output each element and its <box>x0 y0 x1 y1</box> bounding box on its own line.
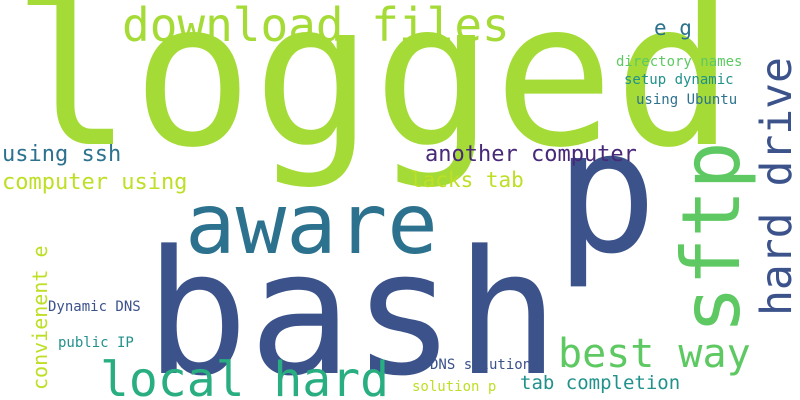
word-aware: aware <box>185 175 438 273</box>
word-computer-using: computer using <box>2 170 188 195</box>
word-using-ssh: using ssh <box>2 142 122 167</box>
word-p: p <box>555 94 658 292</box>
word-bash: bash <box>145 213 560 400</box>
word-sftp: sftp <box>665 141 758 334</box>
word-local-hard: local hard <box>100 352 389 400</box>
word-e-g: e g <box>654 16 692 40</box>
word-another-computer: another computer <box>425 142 637 167</box>
word-tab-completion: tab completion <box>520 372 681 394</box>
word-best-way: best way <box>558 331 751 377</box>
word-lacks-tab: lacks tab <box>410 168 524 192</box>
word-setup-dynamic: setup dynamic <box>624 72 734 88</box>
word-convienent-e: convienent e <box>28 245 52 391</box>
word-solution-p: solution p <box>412 379 497 395</box>
word-using-ubuntu: using Ubuntu <box>636 92 738 108</box>
word-download-files: download files <box>122 0 510 52</box>
word-logged: logged <box>12 0 735 192</box>
word-public-ip: public IP <box>58 335 134 351</box>
word-dns-solution: DNS solution <box>430 357 532 373</box>
word-directory-names: directory names <box>616 54 743 70</box>
word-dynamic-dns: Dynamic DNS <box>48 299 141 315</box>
word-hard-drive: hard drive <box>752 57 800 316</box>
